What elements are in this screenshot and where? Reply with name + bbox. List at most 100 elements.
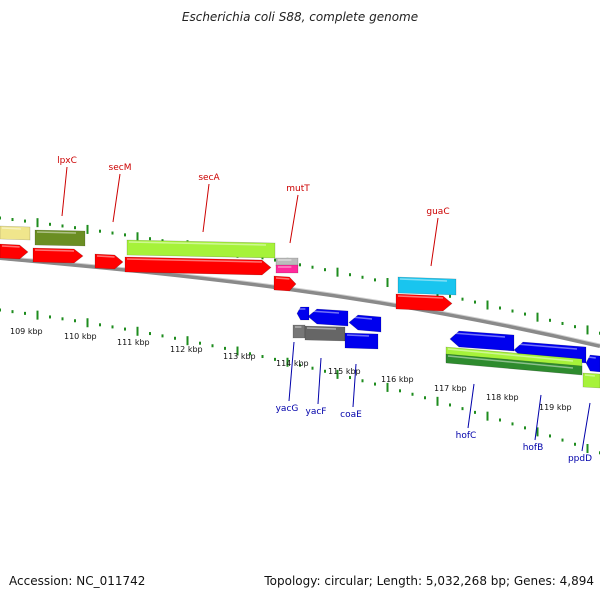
gene-label-forward: mutT bbox=[286, 184, 310, 194]
outer-tick bbox=[74, 226, 76, 230]
kbp-label: 110 kbp bbox=[64, 332, 97, 341]
gene-label-reverse: hofB bbox=[523, 443, 544, 453]
inner-tick bbox=[186, 336, 189, 346]
inner-tick bbox=[161, 334, 164, 338]
gene-box-green bbox=[445, 353, 583, 376]
cds-forward bbox=[32, 247, 84, 264]
inner-tick bbox=[436, 396, 439, 406]
outer-tick bbox=[274, 258, 276, 262]
outer-tick bbox=[311, 265, 314, 269]
cds-forward bbox=[94, 253, 124, 270]
outer-tick bbox=[586, 325, 589, 335]
inner-tick bbox=[149, 332, 151, 336]
label-leader-line bbox=[352, 363, 357, 408]
outer-tick bbox=[374, 278, 376, 282]
inner-tick bbox=[561, 438, 564, 442]
inner-tick bbox=[299, 363, 301, 367]
forward-gene-labels: lpxC secM secA mutT guaC bbox=[57, 156, 450, 267]
outer-tick bbox=[111, 231, 114, 235]
inner-tick bbox=[461, 407, 464, 411]
cds-forward bbox=[124, 256, 272, 276]
gene-label-reverse: yacF bbox=[306, 407, 327, 417]
kbp-label: 113 kbp bbox=[223, 352, 256, 361]
outer-tick bbox=[24, 219, 26, 223]
label-leader-line bbox=[430, 217, 439, 267]
outer-tick bbox=[124, 233, 126, 237]
inner-tick bbox=[411, 392, 414, 396]
gene-label-forward: secA bbox=[198, 173, 220, 183]
cds-reverse bbox=[585, 354, 600, 373]
inner-tick bbox=[311, 366, 314, 370]
outer-tick bbox=[11, 218, 14, 222]
label-leader-line bbox=[467, 383, 475, 429]
inner-tick bbox=[99, 323, 101, 327]
outer-tick bbox=[324, 268, 326, 272]
gene-label-reverse: hofC bbox=[456, 431, 477, 441]
kbp-label: 116 kbp bbox=[381, 375, 414, 384]
outer-tick bbox=[86, 224, 89, 234]
inner-tick bbox=[586, 444, 589, 454]
cds-reverse bbox=[307, 308, 349, 327]
inner-tick bbox=[424, 396, 426, 400]
gene-label-reverse: coaE bbox=[340, 410, 362, 420]
kbp-label: 109 kbp bbox=[10, 327, 43, 336]
inner-tick bbox=[61, 317, 64, 321]
outer-tick bbox=[299, 263, 301, 267]
kbp-label: 115 kbp bbox=[328, 367, 361, 376]
inner-tick bbox=[86, 318, 89, 328]
gene-box-lime bbox=[126, 239, 276, 259]
outer-tick bbox=[336, 267, 339, 277]
outer-tick bbox=[36, 218, 39, 228]
kbp-label: 111 kbp bbox=[117, 338, 150, 347]
cds-forward bbox=[395, 293, 453, 312]
inner-tick bbox=[349, 376, 351, 380]
outer-tick bbox=[136, 232, 139, 242]
inner-tick bbox=[36, 310, 39, 320]
label-leader-line bbox=[581, 402, 591, 452]
gene-box-cyan bbox=[397, 276, 457, 296]
gene-box-lime bbox=[582, 372, 600, 389]
label-leader-line bbox=[202, 183, 210, 233]
gene-features bbox=[0, 225, 600, 389]
outer-tick bbox=[474, 300, 476, 304]
map-title: Escherichia coli S88, complete genome bbox=[181, 10, 419, 24]
inner-tick bbox=[324, 369, 326, 373]
outer-tick bbox=[361, 275, 364, 279]
outer-tick bbox=[161, 239, 164, 243]
inner-tick bbox=[536, 427, 539, 437]
gene-box-olive bbox=[34, 229, 86, 247]
inner-tick bbox=[449, 403, 451, 407]
inner-tick bbox=[74, 319, 76, 323]
label-leader-line bbox=[61, 166, 68, 217]
inner-tick bbox=[224, 346, 226, 350]
outer-tick bbox=[99, 229, 101, 233]
gene-label-forward: guaC bbox=[426, 207, 449, 217]
outer-tick bbox=[486, 300, 489, 310]
outer-tick bbox=[449, 294, 451, 298]
label-leader-line bbox=[112, 173, 121, 223]
inner-tick bbox=[11, 310, 14, 314]
genome-backbone bbox=[0, 256, 600, 348]
inner-tick bbox=[286, 357, 289, 367]
kbp-label: 117 kbp bbox=[434, 384, 467, 393]
inner-tick bbox=[49, 315, 51, 319]
outer-tick bbox=[499, 306, 501, 310]
inner-tick bbox=[236, 346, 239, 356]
outer-tick bbox=[561, 321, 564, 325]
outer-tick bbox=[574, 325, 576, 329]
inner-tick bbox=[524, 426, 526, 430]
outer-tick bbox=[0, 216, 1, 220]
label-leader-line bbox=[288, 341, 295, 402]
gene-label-reverse: yacG bbox=[276, 404, 299, 414]
inner-tick bbox=[374, 382, 376, 386]
inner-tick bbox=[199, 341, 201, 345]
cds-reverse bbox=[296, 306, 310, 321]
cds-forward bbox=[273, 275, 297, 292]
inner-tick bbox=[336, 369, 339, 379]
cds-reverse bbox=[348, 314, 382, 333]
outer-tick bbox=[461, 297, 464, 301]
gene-box-khaki bbox=[0, 225, 31, 241]
inner-tick bbox=[249, 352, 251, 356]
inner-tick bbox=[0, 308, 1, 312]
